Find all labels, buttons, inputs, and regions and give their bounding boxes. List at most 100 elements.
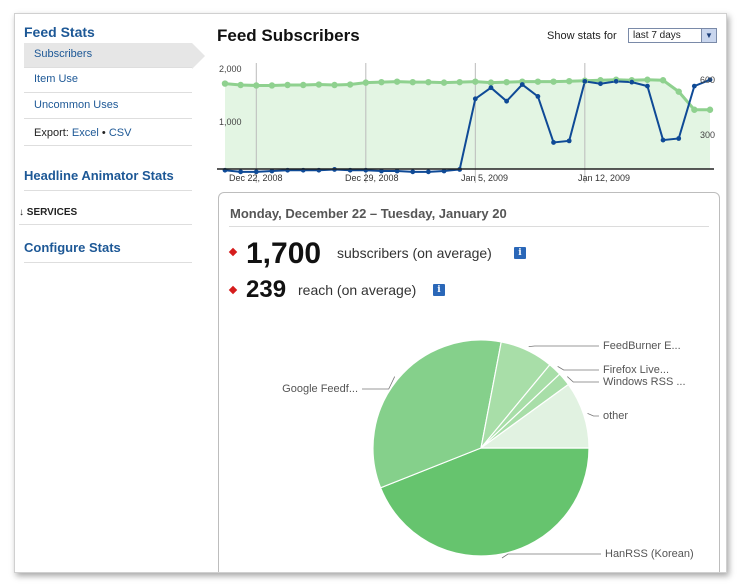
subscribers-point[interactable] <box>284 81 291 89</box>
reach-stat: 239 reach (on average) i <box>228 276 630 306</box>
reach-point[interactable] <box>441 168 447 174</box>
subscribers-point[interactable] <box>675 88 682 95</box>
reach-value: 239 <box>246 276 287 303</box>
bullet-icon <box>228 285 238 295</box>
services-toggle[interactable]: ↓ SERVICES <box>19 207 192 225</box>
reach-point[interactable] <box>253 169 259 175</box>
subscribers-point[interactable] <box>550 78 557 85</box>
y-tick-label-left: 1,000 <box>219 117 242 127</box>
feed-stats-title[interactable]: Feed Stats <box>24 24 95 40</box>
reach-point[interactable] <box>676 136 682 141</box>
export-csv-link[interactable]: CSV <box>108 127 132 139</box>
reach-point[interactable] <box>410 169 416 175</box>
reach-point[interactable] <box>488 85 494 91</box>
subscribers-point[interactable] <box>300 81 307 89</box>
date-range-value: last 7 days <box>633 30 681 41</box>
y-tick-label-left: 2,000 <box>219 64 242 74</box>
reach-point[interactable] <box>379 168 384 174</box>
subscribers-point[interactable] <box>253 82 260 89</box>
reach-point[interactable] <box>535 94 541 99</box>
reach-point[interactable] <box>645 83 650 89</box>
export-row: Export: Excel • CSV <box>24 120 192 146</box>
reach-point[interactable] <box>394 168 400 174</box>
subscribers-point[interactable] <box>425 78 432 86</box>
reach-point[interactable] <box>238 169 244 175</box>
pie-slice[interactable] <box>372 339 502 489</box>
export-separator: • <box>101 127 106 139</box>
reach-point[interactable] <box>629 79 635 85</box>
subscribers-point[interactable] <box>393 78 401 85</box>
reach-label: reach (on average) <box>298 282 417 298</box>
subscribers-point[interactable] <box>331 81 338 89</box>
subscribers-point[interactable] <box>503 78 510 86</box>
pie-slice[interactable] <box>379 447 590 557</box>
y-tick-label-right: 300 <box>700 130 715 140</box>
chevron-down-icon[interactable]: ▼ <box>701 29 716 42</box>
pie-leader-line <box>587 413 599 417</box>
subscribers-point[interactable] <box>409 78 416 86</box>
subscribers-point[interactable] <box>440 79 448 86</box>
reach-point[interactable] <box>691 83 697 89</box>
x-tick-label: Jan 5, 2009 <box>461 173 508 183</box>
bullet-icon <box>228 247 238 257</box>
subscribers-point[interactable] <box>237 81 244 89</box>
reach-point[interactable] <box>566 138 572 144</box>
date-range-select[interactable]: last 7 days ▼ <box>628 28 717 43</box>
sidebar-item-item-use[interactable]: Item Use <box>24 68 192 93</box>
x-tick-label: Dec 22, 2008 <box>229 173 283 183</box>
reach-point[interactable] <box>598 81 603 87</box>
subscribers-point[interactable] <box>487 79 495 86</box>
subscribers-area <box>225 79 710 169</box>
export-label: Export: <box>34 127 69 139</box>
page-title: Feed Subscribers <box>217 26 360 45</box>
subscribers-point[interactable] <box>644 76 651 83</box>
reach-point[interactable] <box>425 169 431 175</box>
reach-point[interactable] <box>660 137 666 143</box>
pie-label: HanRSS (Korean) <box>605 548 694 560</box>
pie-slices <box>372 339 590 557</box>
pie-label: Windows RSS ... <box>603 376 686 388</box>
reach-point[interactable] <box>269 168 275 174</box>
pie-slice[interactable] <box>479 383 590 449</box>
subscribers-point[interactable] <box>378 78 385 86</box>
subscribers-point[interactable] <box>315 81 323 88</box>
export-excel-link[interactable]: Excel <box>71 127 99 139</box>
subscribers-stat: 1,700 subscribers (on average) i <box>228 237 630 270</box>
reach-point[interactable] <box>504 98 510 104</box>
configure-stats-link[interactable]: Configure Stats <box>24 240 192 263</box>
subscribers-point[interactable] <box>456 78 463 86</box>
subscribers-point[interactable] <box>565 77 573 85</box>
reach-point[interactable] <box>582 78 588 84</box>
pie-leader-line <box>362 376 396 390</box>
y-tick-label-right: 600 <box>700 75 715 85</box>
pie-leader-line <box>528 345 599 348</box>
reach-point[interactable] <box>613 78 619 84</box>
subscribers-point[interactable] <box>597 77 604 84</box>
divider <box>229 226 709 227</box>
show-stats-label: Show stats for <box>547 30 617 42</box>
subscribers-value: 1,700 <box>246 237 322 270</box>
info-icon[interactable]: i <box>433 284 445 296</box>
headline-animator-stats-link[interactable]: Headline Animator Stats <box>24 168 192 191</box>
x-tick-label: Dec 29, 2008 <box>345 173 399 183</box>
sidebar-item-subscribers[interactable]: Subscribers <box>24 43 192 68</box>
subscribers-point[interactable] <box>534 78 542 85</box>
subscribers-point[interactable] <box>346 81 354 88</box>
subscribers-point[interactable] <box>362 79 370 86</box>
pie-label: other <box>603 410 628 422</box>
subscribers-point[interactable] <box>221 80 229 87</box>
subscribers-point[interactable] <box>659 77 667 84</box>
subscribers-point[interactable] <box>691 106 698 113</box>
subscribers-point[interactable] <box>472 78 479 85</box>
active-item-arrow <box>192 43 205 69</box>
pie-leader-line <box>567 376 599 383</box>
reach-point[interactable] <box>707 77 713 83</box>
x-tick-label: Jan 12, 2009 <box>578 173 630 183</box>
reach-point[interactable] <box>472 96 478 102</box>
subscribers-point[interactable] <box>268 82 276 89</box>
subscribers-point[interactable] <box>706 106 714 113</box>
reach-point[interactable] <box>551 140 556 145</box>
sidebar-item-uncommon-uses[interactable]: Uncommon Uses <box>24 94 192 119</box>
reach-point[interactable] <box>519 82 525 87</box>
info-icon[interactable]: i <box>514 247 526 259</box>
